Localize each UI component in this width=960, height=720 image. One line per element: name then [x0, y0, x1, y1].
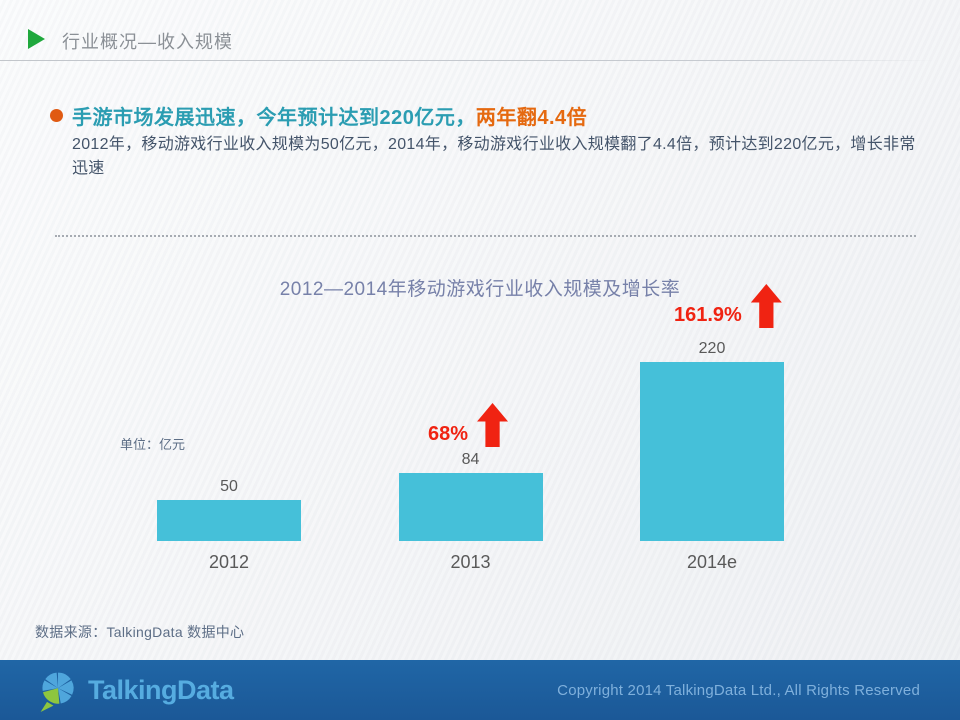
up-arrow-icon [477, 403, 509, 447]
logo-wordmark: TalkingData [88, 674, 234, 705]
data-source-note: 数据来源：TalkingData 数据中心 [35, 624, 245, 640]
bar-value-label: 220 [698, 340, 726, 357]
bar-2012 [157, 500, 301, 541]
header-divider [0, 60, 935, 61]
growth-label-2013: 68% [428, 423, 469, 445]
bullet-heading-teal: 手游市场发展迅速，今年预计达到220亿元， [72, 107, 476, 129]
header-title: 行业概况—收入规模 [62, 32, 233, 52]
talkingdata-logo: TalkingData [36, 668, 234, 712]
bar-2014e [640, 362, 784, 541]
bullet-heading-orange: 两年翻4.4倍 [475, 107, 588, 129]
growth-annotation-2014e: 161.9% [674, 284, 782, 328]
up-arrow-icon [750, 284, 782, 328]
footer-bar: TalkingData Copyright 2014 TalkingData L… [0, 660, 960, 720]
growth-annotation-2013: 68% [428, 403, 509, 447]
bullet-body-text: 2012年，移动游戏行业收入规模为50亿元，2014年，移动游戏行业收入规模翻了… [72, 136, 916, 177]
growth-label-2014e: 161.9% [674, 304, 742, 326]
bullet-heading: 手游市场发展迅速，今年预计达到220亿元，两年翻4.4倍 [72, 101, 587, 130]
chart-unit-label: 单位：亿元 [120, 437, 186, 452]
dotted-divider [55, 235, 916, 237]
category-label-2012: 2012 [208, 552, 250, 572]
bar-group-2013: 84 2013 [398, 451, 543, 575]
category-label-2013: 2013 [450, 552, 491, 572]
chart-title: 2012—2014年移动游戏行业收入规模及增长率 [279, 279, 681, 300]
bar-2013 [398, 473, 543, 541]
bar-group-2012: 50 2012 [157, 478, 301, 575]
play-triangle-icon [28, 29, 45, 49]
bullet-dot-icon [50, 109, 63, 122]
bar-chart: 50 2012 84 2013 220 2014e [157, 320, 784, 575]
slide-header: 行业概况—收入规模 [0, 0, 960, 61]
bar-group-2014e: 220 2014e [640, 340, 784, 575]
copyright-text: Copyright 2014 TalkingData Ltd., All Rig… [557, 681, 920, 699]
bar-value-label: 50 [220, 478, 238, 495]
category-label-2014e: 2014e [686, 552, 738, 572]
talkingdata-logo-icon [40, 672, 74, 712]
bar-value-label: 84 [461, 451, 480, 468]
